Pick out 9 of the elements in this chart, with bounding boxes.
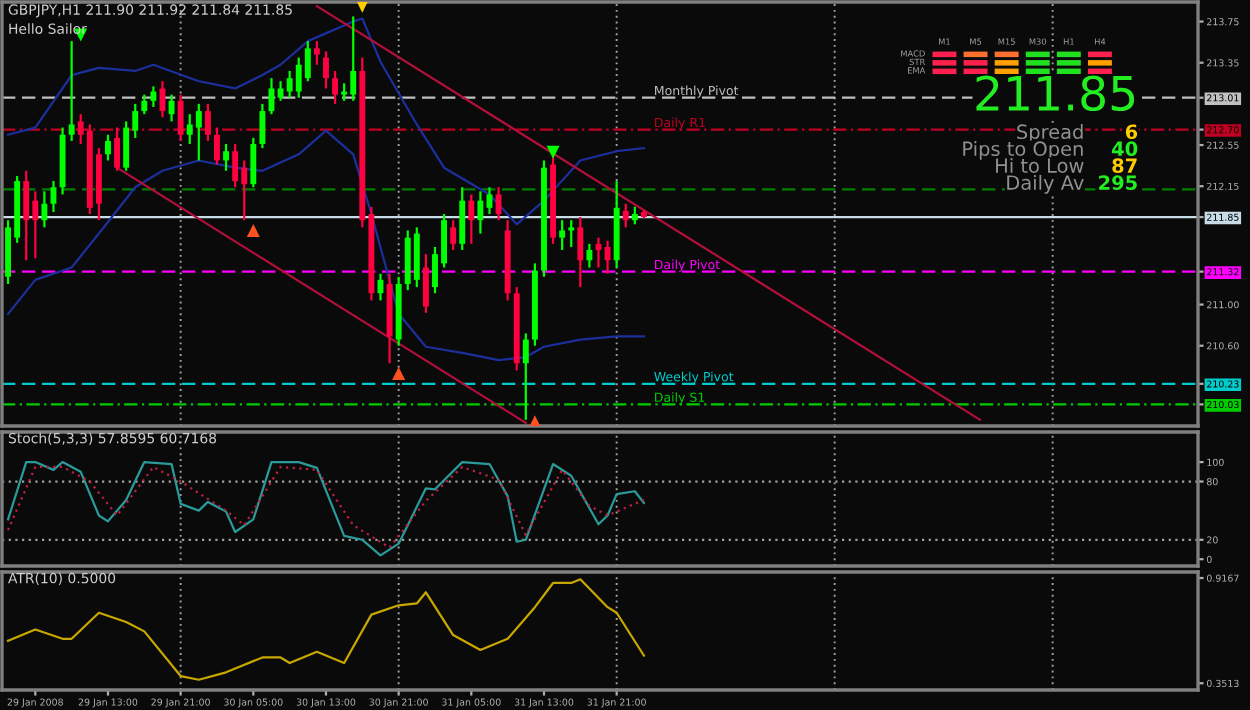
annotation: Hi to Low — [996, 157, 1084, 173]
annotation: Pips to Open — [963, 140, 1083, 160]
annotation: Daily Av — [1007, 174, 1084, 194]
annotation: Spread — [1017, 124, 1083, 143]
annotation: 6 — [1125, 124, 1138, 140]
annotation: 211.85 — [976, 75, 1135, 112]
annotation: 40 — [1112, 141, 1138, 157]
annotation: 295 — [1099, 175, 1137, 190]
annotation: 87 — [1112, 158, 1137, 173]
